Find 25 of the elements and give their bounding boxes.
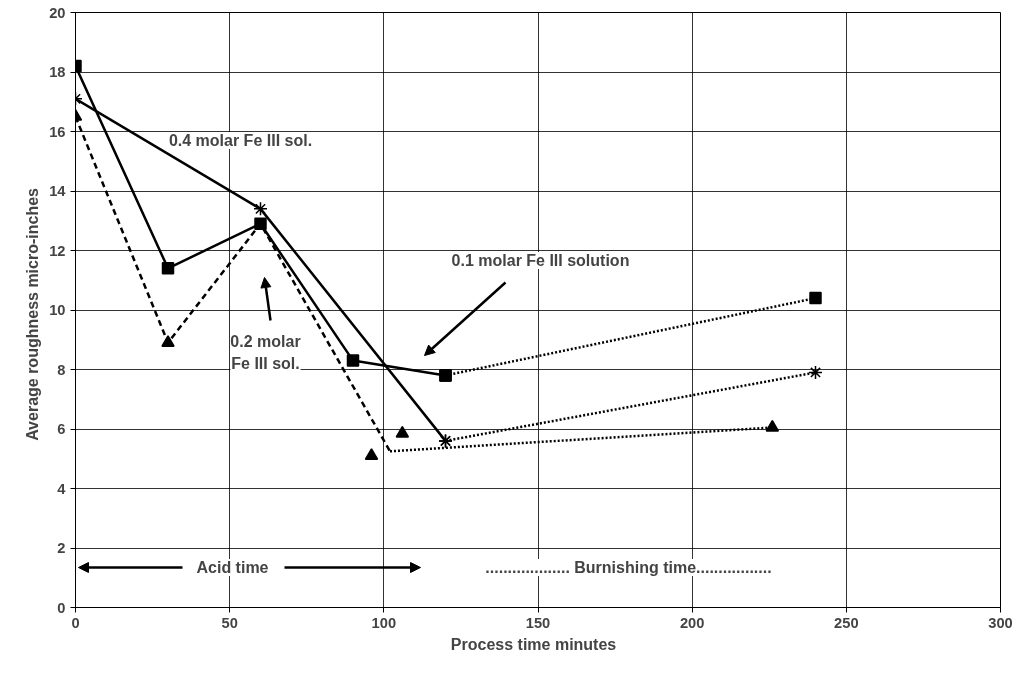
- y-tick-label: 6: [57, 421, 66, 437]
- annotation: ................... Burnishing time.................: [485, 559, 772, 576]
- x-axis-title: Process time minutes: [450, 635, 617, 653]
- y-tick-label: 14: [49, 183, 67, 199]
- x-tick-label: 50: [221, 614, 238, 631]
- x-tick-label: 100: [371, 614, 397, 631]
- y-tick-label: 2: [57, 540, 66, 556]
- y-tick-label: 8: [57, 361, 66, 378]
- y-tick-label: 20: [49, 4, 66, 21]
- annotation: 0.4 molar Fe III sol.: [168, 132, 313, 149]
- x-tick-label: 300: [988, 614, 1013, 631]
- y-tick-label: 10: [49, 302, 66, 318]
- y-tick-label: 16: [49, 123, 66, 140]
- y-tick-label: 0: [57, 599, 66, 616]
- annotation: Acid time: [196, 559, 269, 576]
- y-tick-label: 4: [57, 480, 67, 497]
- annotation: 0.1 molar Fe III solution: [451, 252, 630, 269]
- x-tick-label: 0: [71, 614, 80, 631]
- x-tick-label: 200: [679, 614, 705, 631]
- x-tick-label: 150: [525, 614, 551, 631]
- y-axis-title: Average roughness micro-inches: [24, 187, 42, 441]
- y-tick-label: 12: [49, 242, 66, 259]
- annotation: 0.2 molar Fe III sol.: [230, 333, 301, 372]
- x-tick-label: 250: [834, 614, 859, 631]
- y-tick-label: 18: [49, 64, 66, 80]
